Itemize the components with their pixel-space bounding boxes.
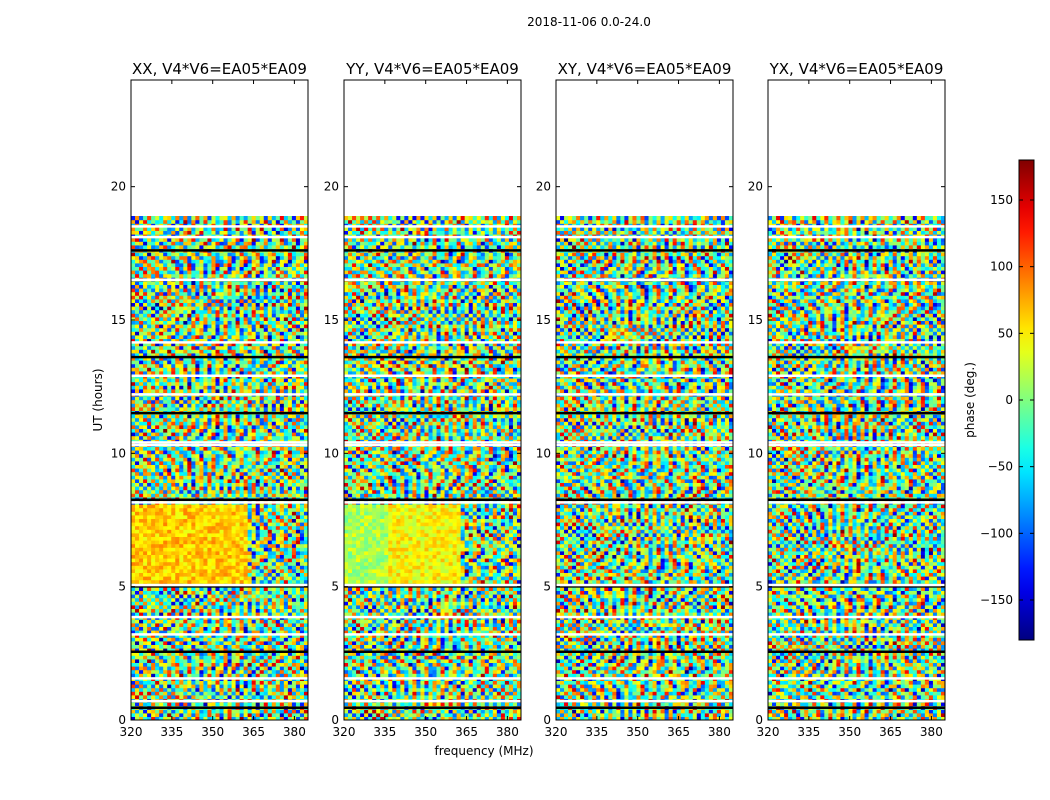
y-tick-label: 15: [748, 313, 763, 327]
x-tick-label: 335: [585, 725, 608, 739]
x-tick-label: 320: [545, 725, 568, 739]
colorbar: −150 −100 −50 0 50 100 150: [980, 159, 1035, 641]
x-tick-label: 335: [160, 725, 183, 739]
x-tick-label: 335: [373, 725, 396, 739]
y-tick-label: 15: [536, 313, 551, 327]
panels: XX, V4*V6=EA05*EA09 320 335 350 365 380 0 5 10 15…: [111, 60, 946, 739]
colorbar-tick-label: 100: [990, 260, 1013, 274]
x-tick-label: 350: [838, 725, 861, 739]
y-tick-label: 0: [118, 713, 126, 727]
phase-heatmap: [556, 216, 733, 720]
y-tick-label: 20: [324, 180, 339, 194]
colorbar-tick-label: −100: [980, 526, 1013, 540]
y-tick-label: 10: [536, 446, 551, 460]
x-tick-label: 365: [667, 725, 690, 739]
x-tick-label: 365: [455, 725, 478, 739]
x-axis-label: frequency (MHz): [434, 744, 533, 758]
x-tick-label: 380: [708, 725, 731, 739]
panel-title: YX, V4*V6=EA05*EA09: [769, 60, 944, 78]
panel-yx: YX, V4*V6=EA05*EA09 320 335 350 365 380 0 5 10 15…: [748, 60, 946, 739]
x-tick-label: 365: [242, 725, 265, 739]
phase-heatmap: [131, 216, 308, 720]
y-tick-label: 5: [755, 580, 763, 594]
phase-heatmap: [344, 216, 521, 720]
y-tick-label: 0: [331, 713, 339, 727]
panel-title: XX, V4*V6=EA05*EA09: [132, 60, 307, 78]
panel-frame: [555, 79, 734, 721]
colorbar-tick-label: 50: [998, 326, 1013, 340]
colorbar-label: phase (deg.): [963, 362, 977, 438]
y-tick-label: 10: [111, 446, 126, 460]
y-tick-label: 5: [331, 580, 339, 594]
panel-yy: YY, V4*V6=EA05*EA09 320 335 350 365 380 0 5 10 15…: [324, 60, 522, 739]
y-tick-label: 15: [111, 313, 126, 327]
y-tick-label: 20: [111, 180, 126, 194]
y-tick-label: 10: [324, 446, 339, 460]
x-tick-label: 380: [283, 725, 306, 739]
panel-frame: [343, 79, 522, 721]
x-tick-label: 380: [920, 725, 943, 739]
y-tick-label: 5: [543, 580, 551, 594]
y-tick-label: 0: [755, 713, 763, 727]
colorbar-tick-label: −150: [980, 593, 1013, 607]
y-tick-label: 20: [748, 180, 763, 194]
x-tick-label: 320: [757, 725, 780, 739]
figure-title: 2018-11-06 0.0-24.0: [527, 15, 651, 29]
x-tick-label: 320: [333, 725, 356, 739]
x-tick-label: 350: [626, 725, 649, 739]
panel-title: XY, V4*V6=EA05*EA09: [558, 60, 732, 78]
panel-xy: XY, V4*V6=EA05*EA09 320 335 350 365 380 0 5 10 15…: [536, 60, 734, 739]
x-tick-label: 380: [496, 725, 519, 739]
x-tick-label: 365: [879, 725, 902, 739]
colorbar-tick-label: −50: [988, 460, 1013, 474]
panel-xx: XX, V4*V6=EA05*EA09 320 335 350 365 380 0 5 10 15…: [111, 60, 309, 739]
phase-heatmap: [768, 216, 945, 720]
panel-frame: [767, 79, 946, 721]
panel-frame: [130, 79, 309, 721]
y-tick-label: 5: [118, 580, 126, 594]
x-tick-label: 350: [201, 725, 224, 739]
y-tick-label: 0: [543, 713, 551, 727]
y-tick-label: 10: [748, 446, 763, 460]
colorbar-tick-label: 150: [990, 193, 1013, 207]
y-tick-label: 15: [324, 313, 339, 327]
colorbar-tick-label: 0: [1005, 393, 1013, 407]
x-tick-label: 350: [414, 725, 437, 739]
y-tick-label: 20: [536, 180, 551, 194]
x-tick-label: 320: [120, 725, 143, 739]
y-axis-label: UT (hours): [91, 368, 105, 431]
x-tick-label: 335: [797, 725, 820, 739]
panel-title: YY, V4*V6=EA05*EA09: [345, 60, 519, 78]
